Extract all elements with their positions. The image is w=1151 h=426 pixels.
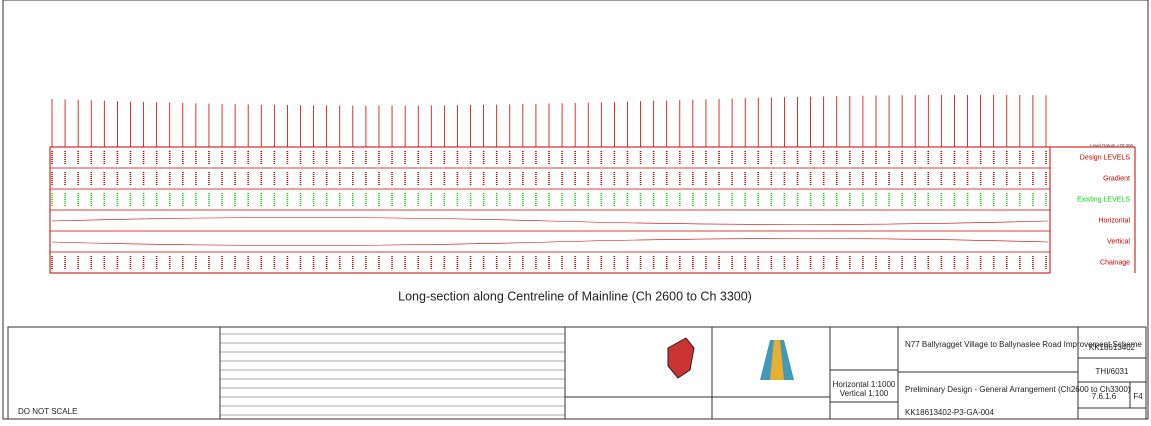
size: F4 xyxy=(1133,392,1143,401)
drawing-sheet: Level Datum +70.000 Design LEVELSGradien… xyxy=(0,0,1151,421)
row-label: Chainage xyxy=(1100,259,1130,266)
reference: THI/6031 xyxy=(1096,367,1129,376)
row-label: Design LEVELS xyxy=(1080,154,1131,161)
row-label: Vertical xyxy=(1107,238,1130,245)
page: Level Datum +70.000 Design LEVELSGradien… xyxy=(0,0,1151,426)
drawing-number: KK18613402-P3-GA-004 xyxy=(905,408,995,417)
project-number: KK18613402 xyxy=(1089,343,1136,352)
background xyxy=(0,0,1151,421)
caption: Long-section along Centreline of Mainlin… xyxy=(398,289,752,303)
note: DO NOT SCALE xyxy=(18,407,77,416)
sheet: 7.6.1.6 xyxy=(1092,392,1117,401)
scale-horizontal: Horizontal 1:1000 xyxy=(833,380,896,389)
row-label: Horizontal xyxy=(1098,217,1130,224)
row-label: Gradient xyxy=(1103,175,1130,182)
scale-vertical: Vertical 1:100 xyxy=(840,389,889,398)
row-label: Existing LEVELS xyxy=(1077,196,1130,203)
